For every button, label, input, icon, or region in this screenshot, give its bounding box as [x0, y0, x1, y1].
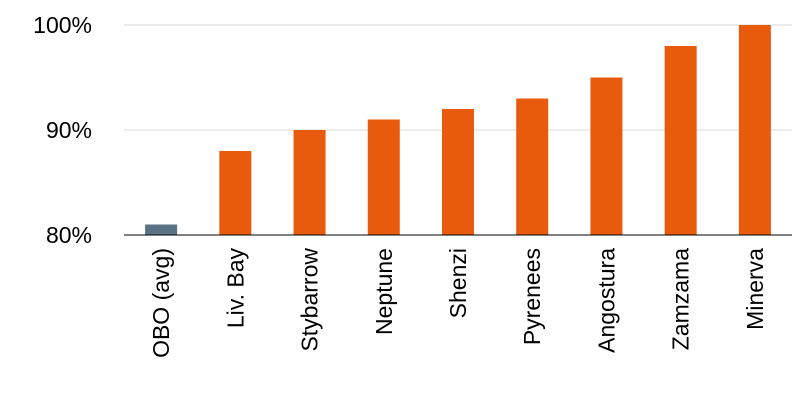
- x-tick-labels: OBO (avg) Liv. Bay Stybarrow Neptune Shenzi P…: [148, 248, 768, 358]
- bar-7: [664, 46, 697, 235]
- bar-1: [219, 151, 252, 235]
- x-tick-label-3: Neptune: [371, 248, 397, 335]
- y-tick-labels: 80% 90% 100%: [33, 12, 92, 248]
- y-tick-label-90: 90%: [46, 117, 92, 143]
- bar-5: [516, 98, 549, 235]
- y-tick-label-100: 100%: [33, 12, 92, 38]
- x-tick-label-2: Stybarrow: [297, 248, 323, 352]
- x-tick-label-6: Angostura: [593, 248, 619, 353]
- bar-2: [293, 130, 326, 235]
- bar-layer: [145, 25, 771, 235]
- bar-3: [367, 119, 400, 235]
- bar-6: [590, 77, 623, 235]
- x-tick-label-7: Zamzama: [668, 248, 694, 350]
- y-tick-label-80: 80%: [46, 222, 92, 248]
- x-tick-label-5: Pyrenees: [519, 248, 545, 345]
- bar-0: [145, 224, 178, 235]
- bar-4: [442, 109, 474, 235]
- bar-8: [738, 25, 771, 235]
- x-tick-label-0: OBO (avg): [148, 248, 174, 358]
- x-tick-label-4: Shenzi: [445, 248, 471, 318]
- x-tick-label-8: Minerva: [742, 248, 768, 330]
- x-tick-label-1: Liv. Bay: [222, 248, 248, 329]
